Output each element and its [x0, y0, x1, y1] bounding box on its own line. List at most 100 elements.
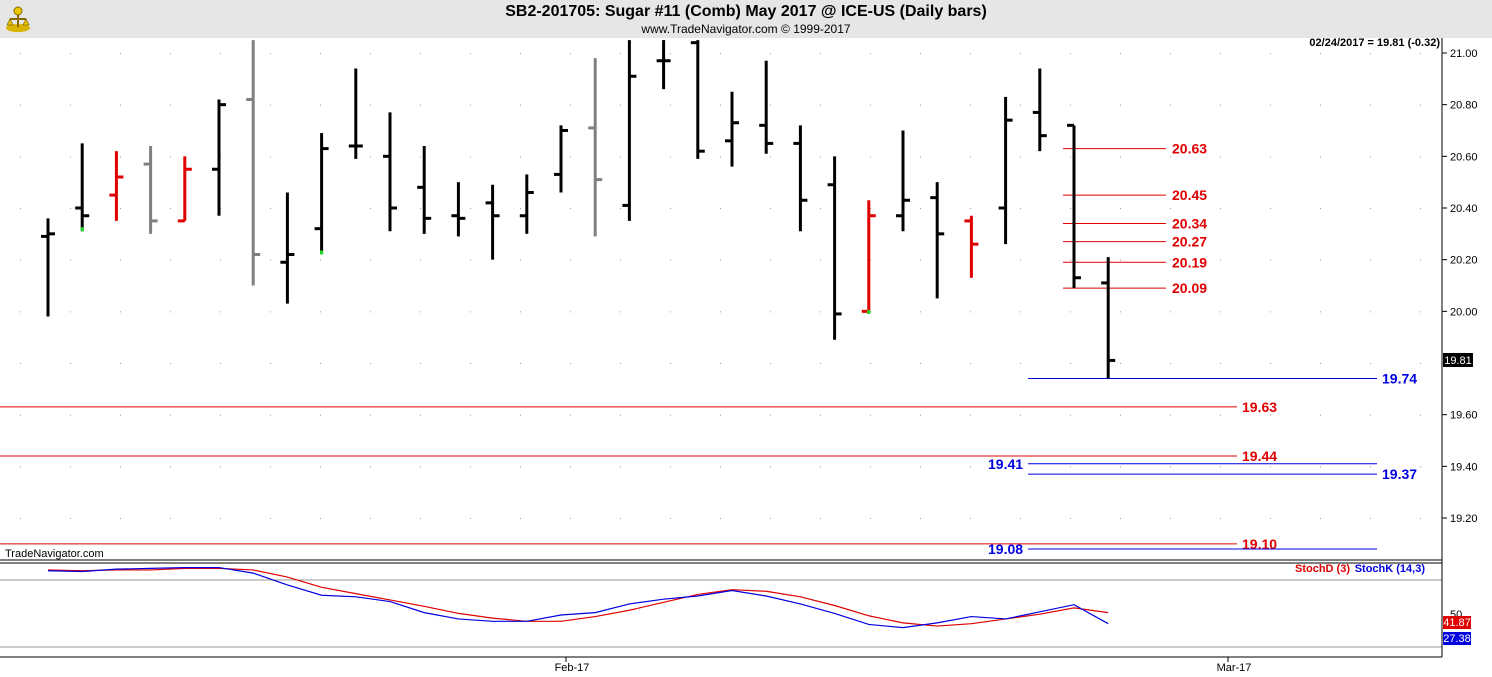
grid-dot	[1020, 518, 1021, 519]
grid-dot	[470, 363, 471, 364]
grid-dot	[1370, 53, 1371, 54]
grid-dot	[770, 259, 771, 261]
grid-dot	[870, 311, 871, 313]
grid-dot	[520, 259, 521, 261]
last-bar-info: 02/24/2017 = 19.81 (-0.32)	[1309, 37, 1440, 49]
grid-dot	[570, 53, 571, 54]
grid-dot	[20, 156, 21, 158]
grid-dot	[1320, 156, 1321, 158]
grid-dot	[1070, 311, 1071, 313]
grid-dot	[1270, 156, 1271, 158]
grid-dot	[270, 259, 271, 261]
bar-signal-dot	[320, 250, 324, 255]
grid-dot	[520, 466, 521, 468]
grid-dot	[920, 466, 921, 468]
grid-dot	[1220, 363, 1221, 364]
grid-dot	[970, 156, 971, 158]
grid-dot	[720, 208, 721, 209]
grid-dot	[1370, 466, 1371, 468]
grid-dot	[870, 208, 871, 209]
grid-dot	[670, 156, 671, 158]
grid-dot	[170, 363, 171, 364]
grid-dot	[20, 259, 21, 261]
grid-dot	[1070, 208, 1071, 209]
grid-dot	[1120, 156, 1121, 158]
watermark-text: TradeNavigator.com	[5, 548, 104, 560]
ohlc-bar	[861, 200, 876, 314]
grid-dot	[1270, 414, 1271, 416]
bar-signal-dot	[80, 227, 84, 232]
level-label-19.10: 19.10	[1242, 536, 1277, 552]
ohlc-bar	[759, 60, 774, 154]
ohlc-bar	[827, 156, 842, 340]
grid-dot	[870, 53, 871, 54]
grid-dot	[120, 363, 121, 364]
grid-dot	[920, 208, 921, 209]
grid-dot	[720, 363, 721, 364]
grid-dot	[720, 414, 721, 416]
grid-dot	[1220, 311, 1221, 313]
ohlc-bar	[964, 215, 979, 278]
ohlc-bar	[177, 156, 192, 223]
grid-dot	[1370, 311, 1371, 313]
grid-dot	[720, 311, 721, 313]
grid-dot	[870, 518, 871, 519]
y-tick-label: 20.80	[1450, 100, 1478, 112]
grid-dot	[970, 104, 971, 106]
grid-dot	[20, 414, 21, 416]
grid-dot	[920, 414, 921, 416]
grid-dot	[870, 104, 871, 106]
grid-dot	[420, 518, 421, 519]
grid-dot	[920, 259, 921, 261]
grid-dot	[670, 518, 671, 519]
grid-dot	[1320, 53, 1321, 54]
grid-dot	[120, 104, 121, 106]
grid-dot	[370, 156, 371, 158]
y-tick-label: 20.20	[1450, 255, 1478, 267]
ohlc-bar	[725, 91, 739, 167]
grid-dot	[1420, 208, 1421, 209]
grid-dot	[270, 466, 271, 468]
grid-dot	[170, 466, 171, 468]
ohlc-bar	[451, 182, 466, 237]
grid-dot	[270, 53, 271, 54]
grid-dot	[1120, 104, 1121, 106]
grid-dot	[520, 208, 521, 209]
grid-dot	[820, 208, 821, 209]
level-label-20.34: 20.34	[1172, 216, 1207, 232]
grid-dot	[1420, 311, 1421, 313]
grid-dot	[1320, 363, 1321, 364]
grid-dot	[120, 53, 121, 54]
grid-dot	[20, 53, 21, 54]
grid-dot	[670, 259, 671, 261]
grid-dot	[770, 414, 771, 416]
grid-dot	[1170, 414, 1171, 416]
grid-dot	[1070, 466, 1071, 468]
grid-dot	[1170, 466, 1171, 468]
grid-dot	[1070, 414, 1071, 416]
grid-dot	[970, 208, 971, 209]
grid-dot	[570, 311, 571, 313]
grid-dot	[870, 156, 871, 158]
grid-dot	[470, 53, 471, 54]
ohlc-bar	[485, 184, 500, 260]
grid-dot	[970, 311, 971, 313]
grid-dot	[1220, 518, 1221, 519]
level-label-20.45: 20.45	[1172, 187, 1207, 203]
grid-dot	[470, 259, 471, 261]
grid-dot	[570, 259, 571, 261]
level-label-20.09: 20.09	[1172, 280, 1207, 296]
x-tick-label-mar: Mar-17	[1217, 662, 1252, 674]
price-bars	[41, 40, 1116, 379]
grid-dot	[870, 259, 871, 261]
ohlc-bar	[896, 130, 910, 232]
grid-dot	[1020, 311, 1021, 313]
grid-dot	[1320, 466, 1321, 468]
last-price-tag	[1443, 353, 1473, 367]
grid-dot	[370, 363, 371, 364]
grid-dot	[720, 53, 721, 54]
grid-dot	[420, 156, 421, 158]
grid-dot	[970, 363, 971, 364]
grid-dot	[620, 363, 621, 364]
grid-dot	[970, 518, 971, 519]
